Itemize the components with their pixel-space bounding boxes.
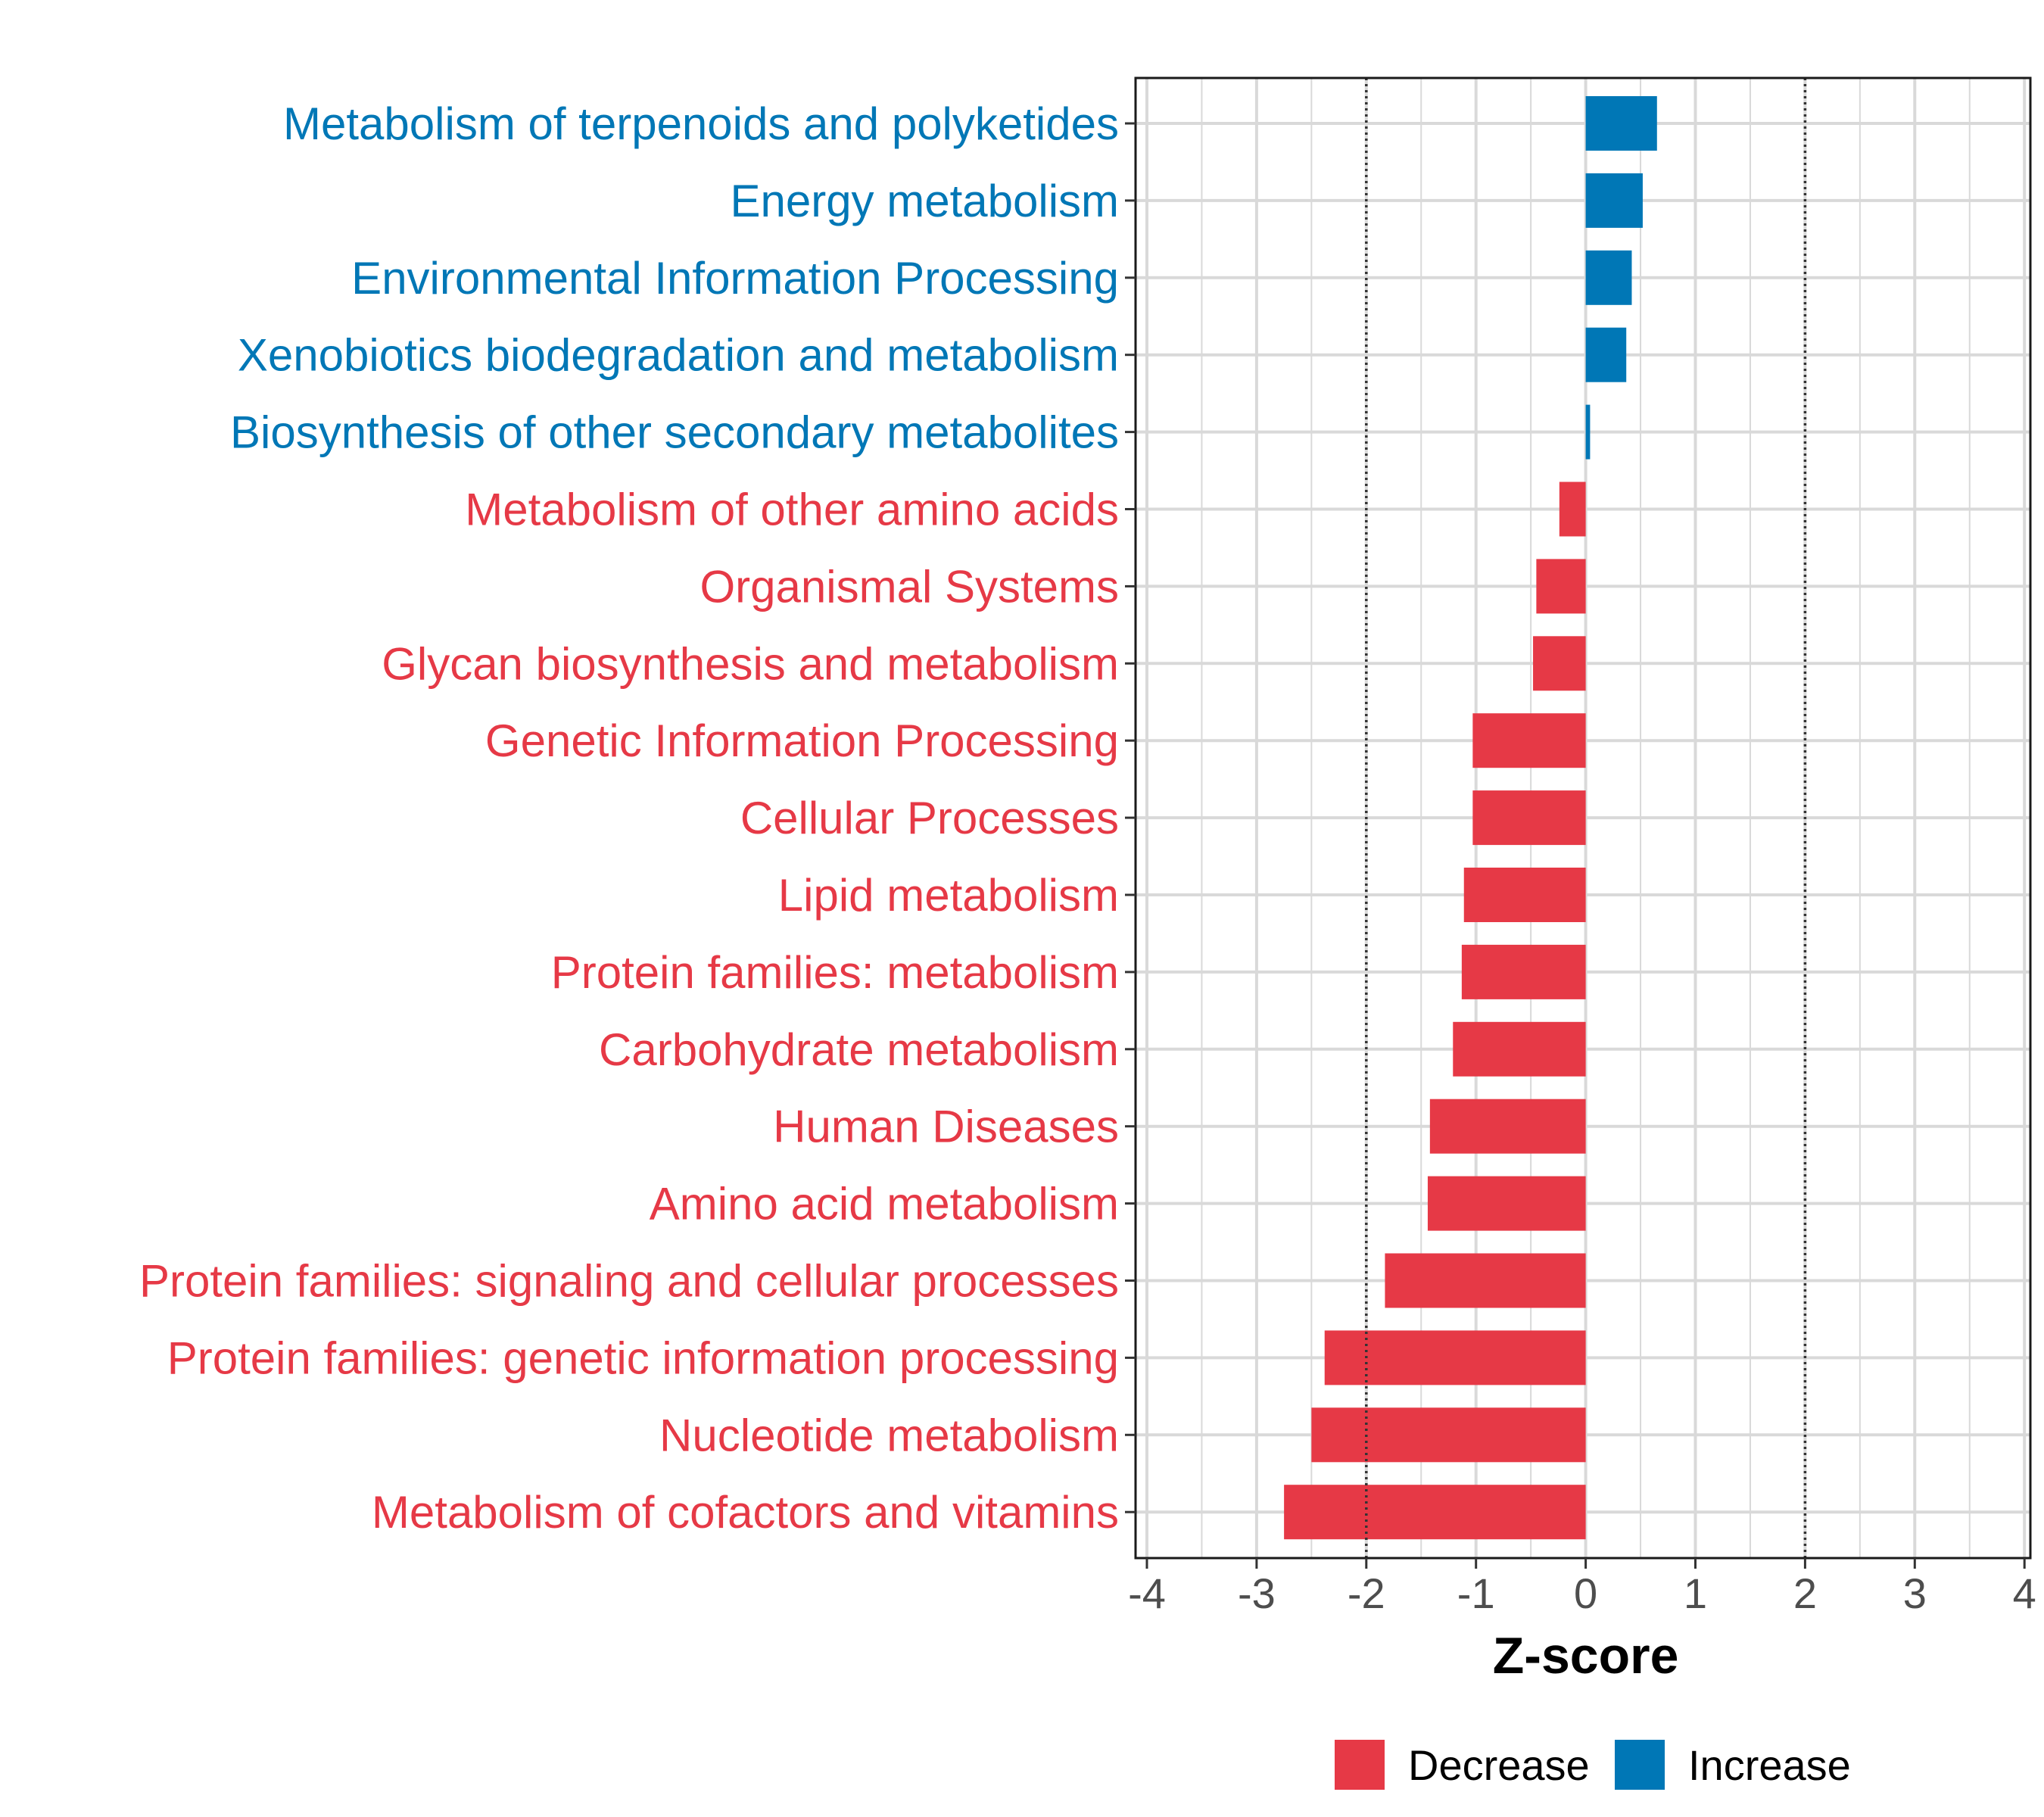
x-tick-label: 0: [1574, 1569, 1597, 1617]
legend-key: [1615, 1740, 1665, 1790]
bar: [1284, 1485, 1586, 1540]
x-axis-title: Z-score: [1493, 1627, 1679, 1685]
legend-label: Increase: [1688, 1741, 1851, 1789]
category-label: Organismal Systems: [700, 561, 1119, 612]
category-label: Environmental Information Processing: [351, 253, 1119, 304]
x-tick-label: 4: [2013, 1569, 2036, 1617]
bar: [1385, 1253, 1586, 1308]
x-tick-label: -3: [1238, 1569, 1276, 1617]
x-tick-label: -2: [1348, 1569, 1385, 1617]
legend: Decrease Increase: [1335, 1740, 1851, 1790]
bar: [1324, 1330, 1586, 1385]
bar: [1429, 1099, 1586, 1154]
category-label: Genetic Information Processing: [485, 715, 1119, 766]
bar: [1472, 713, 1586, 768]
x-tick-label: 2: [1793, 1569, 1817, 1617]
category-label: Biosynthesis of other secondary metaboli…: [230, 407, 1119, 458]
bar: [1559, 482, 1586, 537]
category-label: Cellular Processes: [740, 793, 1119, 843]
category-label: Lipid metabolism: [778, 870, 1119, 921]
reference-lines: [1365, 78, 1807, 1558]
x-tick-label: 1: [1684, 1569, 1707, 1617]
bar: [1427, 1176, 1586, 1231]
bar: [1585, 173, 1643, 228]
category-label: Human Diseases: [773, 1102, 1119, 1152]
category-label: Glycan biosynthesis and metabolism: [382, 638, 1119, 689]
x-tick-label: -4: [1128, 1569, 1166, 1617]
bar: [1585, 250, 1632, 305]
bar: [1536, 559, 1586, 614]
category-label: Amino acid metabolism: [650, 1179, 1119, 1230]
bar: [1585, 404, 1591, 460]
bar: [1585, 327, 1627, 382]
category-label: Energy metabolism: [730, 176, 1119, 226]
legend-label: Decrease: [1408, 1741, 1590, 1789]
category-label: Nucleotide metabolism: [659, 1410, 1119, 1460]
bar: [1453, 1021, 1586, 1077]
bar: [1461, 944, 1586, 999]
category-label: Protein families: metabolism: [551, 947, 1119, 998]
category-label: Protein families: genetic information pr…: [167, 1332, 1119, 1383]
x-tick-label: 3: [1903, 1569, 1927, 1617]
category-label: Xenobiotics biodegradation and metabolis…: [238, 330, 1119, 381]
bars-layer: [1284, 96, 1657, 1540]
bar: [1472, 790, 1586, 846]
bar: [1463, 868, 1586, 922]
category-label: Metabolism of other amino acids: [465, 485, 1119, 535]
x-axis: -4 -3 -2 -1 0 1 2 3 4: [1128, 1558, 2036, 1617]
category-label: Protein families: signaling and cellular…: [139, 1256, 1119, 1307]
bar: [1585, 96, 1657, 151]
legend-key: [1335, 1740, 1385, 1790]
y-axis: Metabolism of terpenoids and polyketides…: [139, 98, 1136, 1538]
category-label: Metabolism of terpenoids and polyketides: [283, 98, 1119, 149]
bar: [1311, 1407, 1586, 1463]
x-tick-label: -1: [1457, 1569, 1495, 1617]
category-label: Metabolism of cofactors and vitamins: [372, 1487, 1119, 1538]
category-label: Carbohydrate metabolism: [599, 1024, 1119, 1075]
bar: [1533, 636, 1586, 691]
